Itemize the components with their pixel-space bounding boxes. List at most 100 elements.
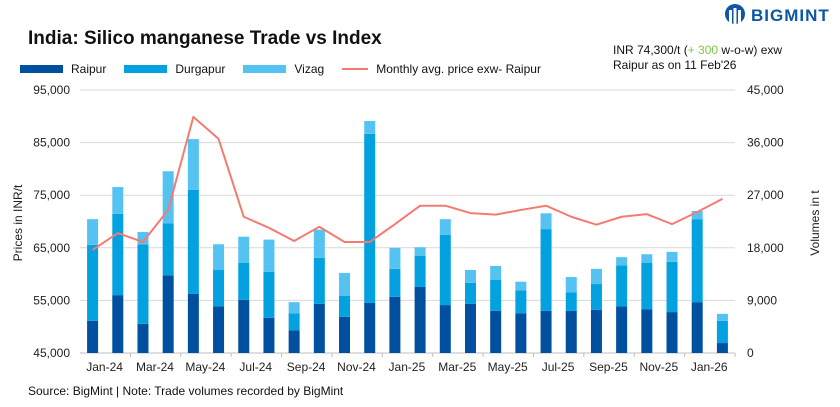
price-point: [520, 209, 522, 211]
price-point: [545, 205, 547, 207]
legend-label: Vizag: [294, 62, 325, 76]
bar-vizag: [666, 251, 678, 262]
bar-vizag: [691, 210, 703, 220]
price-point: [167, 209, 169, 211]
bar-raipur: [313, 303, 325, 353]
bar-raipur: [540, 310, 552, 353]
bar-vizag: [364, 120, 376, 134]
bar-durgapur: [137, 244, 149, 324]
bar-vizag: [263, 239, 275, 272]
legend-label: Monthly avg. price exw- Raipur: [376, 62, 541, 76]
bar-durgapur: [213, 270, 225, 307]
bar-durgapur: [87, 244, 99, 321]
y-left-axis-title: Prices in INR/t: [11, 184, 25, 261]
x-tick-label: Jan-24: [86, 360, 123, 374]
y-left-tick-label: 95,000: [33, 83, 70, 97]
bar-durgapur: [691, 219, 703, 303]
bar-durgapur: [187, 189, 199, 294]
bar-vizag: [590, 268, 602, 285]
x-tick-label: May-25: [488, 360, 528, 374]
price-point: [142, 241, 144, 243]
note-line2: Raipur as on 11 Feb'26: [613, 58, 737, 72]
y-right-axis-title: Volumes in t: [808, 190, 822, 256]
bar-durgapur: [389, 268, 401, 297]
y-right-tick-label: 0: [747, 346, 754, 360]
bar-durgapur: [162, 223, 174, 276]
bar-raipur: [187, 293, 199, 353]
price-point: [419, 205, 421, 207]
bar-raipur: [641, 309, 653, 353]
x-tick-label: Jul-24: [239, 360, 272, 374]
bar-raipur: [616, 306, 628, 353]
bar-raipur: [691, 302, 703, 353]
bar-durgapur: [515, 290, 527, 314]
bar-vizag: [137, 232, 149, 245]
legend-item-raipur: Raipur: [20, 62, 106, 76]
legend-swatch: [243, 65, 287, 73]
y-left-tick-label: 75,000: [33, 188, 70, 202]
bar-raipur: [137, 323, 149, 353]
bar-durgapur: [666, 261, 678, 313]
bar-raipur: [716, 343, 728, 353]
bar-vizag: [464, 270, 476, 283]
x-tick-label: Nov-24: [337, 360, 376, 374]
price-point: [721, 198, 723, 200]
price-point: [621, 216, 623, 218]
bar-raipur: [490, 310, 502, 353]
price-point: [595, 224, 597, 226]
price-point: [117, 232, 119, 234]
bar-raipur: [666, 312, 678, 353]
legend-swatch: [124, 65, 168, 73]
bar-raipur: [464, 303, 476, 353]
y-left-tick-label: 45,000: [33, 346, 70, 360]
price-point: [495, 214, 497, 216]
bar-durgapur: [616, 265, 628, 307]
bar-raipur: [162, 275, 174, 353]
note-suffix: w-o-w) exw: [718, 43, 783, 57]
bar-durgapur: [263, 271, 275, 318]
bigmint-logo: BIGMINT: [724, 4, 830, 28]
price-note: INR 74,300/t (+ 300 w-o-w) exw Raipur as…: [613, 43, 782, 73]
legend-item-durgapur: Durgapur: [124, 62, 225, 76]
bar-vizag: [540, 213, 552, 230]
legend: Raipur Durgapur Vizag Monthly avg. price…: [20, 62, 559, 76]
bar-durgapur: [540, 229, 552, 311]
bar-vizag: [238, 236, 250, 263]
legend-line: [342, 68, 369, 70]
bar-vizag: [87, 219, 99, 245]
price-point: [369, 241, 371, 243]
price-point: [671, 223, 673, 225]
bar-raipur: [439, 305, 451, 353]
x-tick-label: Jan-26: [691, 360, 728, 374]
legend-label: Raipur: [71, 62, 107, 76]
bar-durgapur: [590, 284, 602, 310]
price-point: [696, 211, 698, 213]
bar-raipur: [238, 299, 250, 353]
price-point: [646, 213, 648, 215]
price-point: [92, 249, 94, 251]
legend-item-price: Monthly avg. price exw- Raipur: [342, 62, 541, 76]
price-point: [570, 216, 572, 218]
bar-durgapur: [439, 234, 451, 306]
legend-swatch: [20, 65, 63, 73]
x-tick-label: Jul-25: [542, 360, 575, 374]
x-tick-label: Nov-25: [639, 360, 678, 374]
bar-durgapur: [464, 282, 476, 304]
y-right-tick-label: 36,000: [747, 136, 784, 150]
bar-raipur: [87, 320, 99, 353]
bar-vizag: [162, 171, 174, 224]
price-point: [394, 223, 396, 225]
bar-durgapur: [364, 133, 376, 303]
bar-vizag: [616, 257, 628, 266]
bar-raipur: [515, 313, 527, 353]
chart-title: India: Silico manganese Trade vs Index: [28, 28, 382, 49]
logo-text: BIGMINT: [751, 6, 830, 25]
logo-icon: [725, 4, 745, 26]
note-prefix: INR 74,300/t (: [613, 43, 688, 57]
y-left-tick-label: 85,000: [33, 136, 70, 150]
price-point: [469, 212, 471, 214]
bar-raipur: [590, 309, 602, 353]
bar-durgapur: [565, 292, 577, 311]
bar-raipur: [112, 295, 124, 353]
